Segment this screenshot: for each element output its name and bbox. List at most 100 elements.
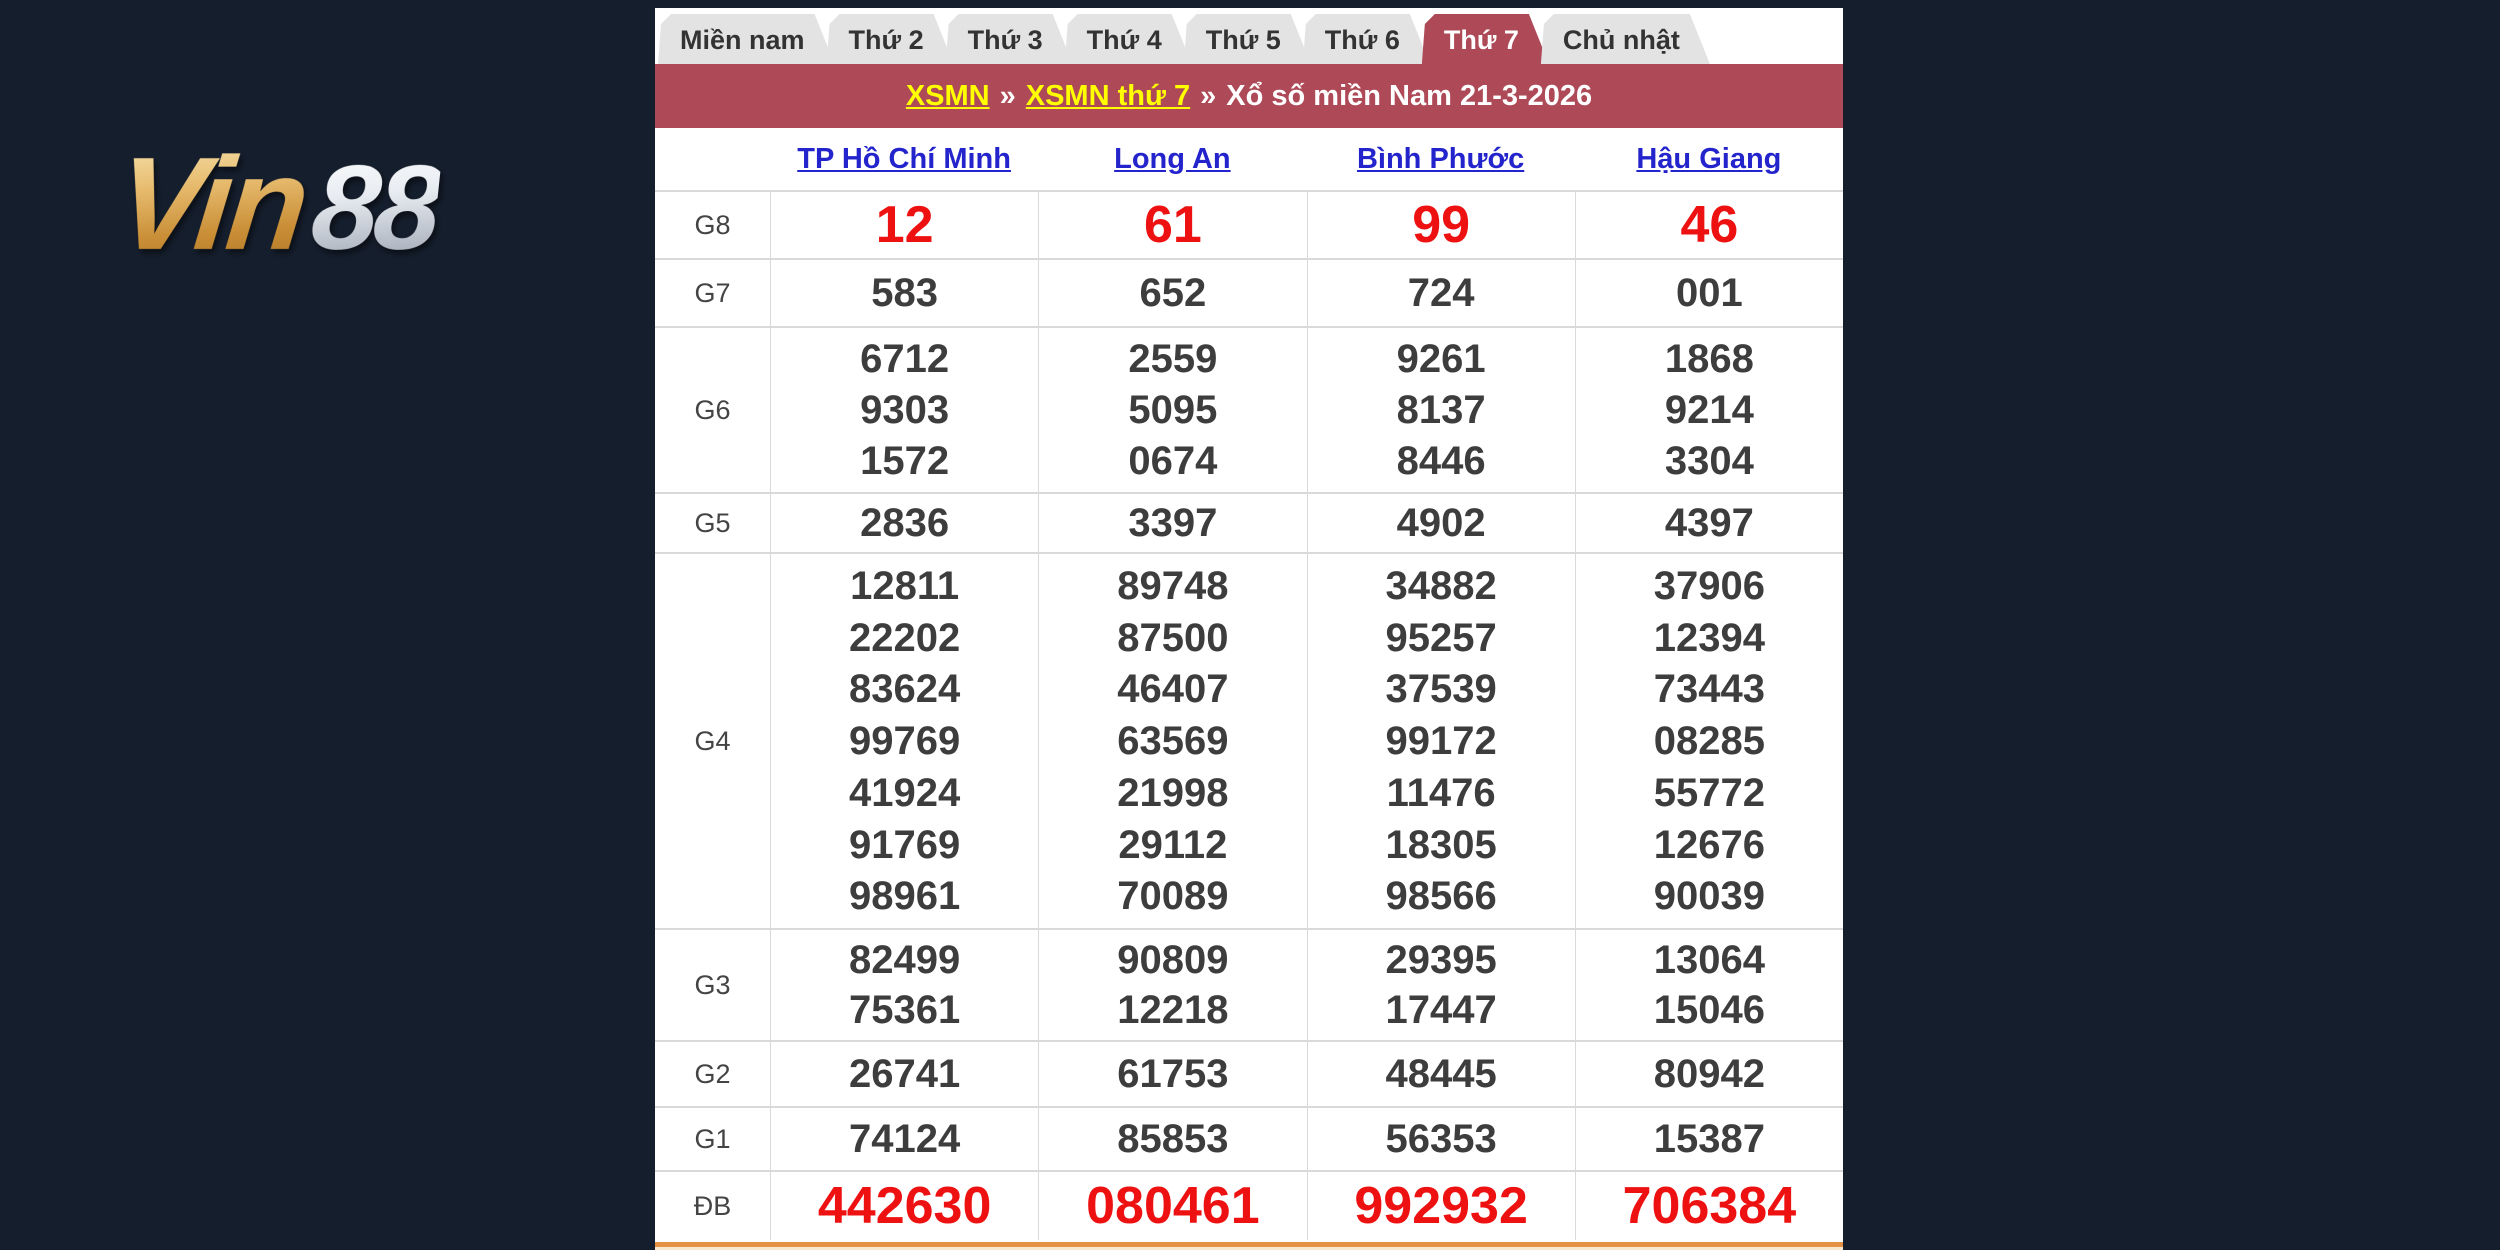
prize-number: 91769 <box>849 822 961 867</box>
province-link-tp-hồ-chí-minh[interactable]: TP Hồ Chí Minh <box>797 142 1011 175</box>
prize-number: 992932 <box>1354 1177 1528 1235</box>
prize-number: 22202 <box>849 615 961 660</box>
prize-number: 61 <box>1143 196 1202 254</box>
tab-miền-nam[interactable]: Miền nam <box>658 14 835 64</box>
prize-number: 1868 <box>1664 337 1754 381</box>
prize-number: 46407 <box>1117 667 1229 712</box>
prize-values-cell: 724 <box>1306 260 1575 326</box>
prize-number: 74124 <box>849 1117 961 1161</box>
prize-values-cell: 89748 87500 46407 63569 21998 29112 70089 <box>1038 554 1306 928</box>
tab-thứ-3[interactable]: Thứ 3 <box>946 14 1073 64</box>
prize-values-cell: 90809 12218 <box>1038 930 1306 1040</box>
prize-number: 08285 <box>1653 719 1765 763</box>
prize-values-cell: 3397 <box>1038 494 1306 552</box>
prize-values-cell: 74124 <box>770 1108 1038 1170</box>
prize-label: G5 <box>694 507 731 538</box>
lottery-results-panel: Miền nam Thứ 2 Thứ 3 Thứ 4 Thứ 5 Thứ 6 Thứ 7 Ch… <box>655 8 1843 1250</box>
prize-number: 90039 <box>1653 874 1765 919</box>
column-header-cell: TP Hồ Chí Minh <box>770 143 1038 176</box>
tab-thứ-4[interactable]: Thứ 4 <box>1065 14 1192 64</box>
tab-bar: Miền nam Thứ 2 Thứ 3 Thứ 4 Thứ 5 Thứ 6 Thứ 7 Ch… <box>655 8 1843 64</box>
province-link-long-an[interactable]: Long An <box>1114 142 1231 175</box>
breadcrumb-current: Xổ số miền Nam 21-3-2026 <box>1226 79 1593 112</box>
prize-number: 724 <box>1407 271 1475 315</box>
prize-number: 99769 <box>849 719 961 763</box>
prize-values-cell: 4397 <box>1574 494 1843 552</box>
prize-number: 18305 <box>1385 822 1497 867</box>
prize-number: 70089 <box>1117 874 1229 919</box>
prize-number: 75361 <box>849 988 961 1032</box>
prize-number: 15387 <box>1653 1117 1765 1161</box>
prize-values-cell: 4902 <box>1306 494 1575 552</box>
prize-number: 73443 <box>1653 667 1765 712</box>
prize-number: 87500 <box>1117 615 1229 660</box>
prize-row-g2: G2 26741 61753 48445 80942 <box>655 1042 1843 1108</box>
prize-values-cell: 34882 95257 37539 99172 11476 18305 98566 <box>1306 554 1575 928</box>
prize-values-cell: 85853 <box>1038 1108 1306 1170</box>
prize-number: 15046 <box>1653 988 1765 1032</box>
breadcrumb-link-xsmn[interactable]: XSMN <box>905 79 990 112</box>
prize-number: 1572 <box>860 439 950 483</box>
prize-number: 706384 <box>1622 1177 1797 1235</box>
logo-text-silver: 88 <box>305 141 444 275</box>
prize-number: 98566 <box>1385 874 1497 919</box>
prize-values-cell: 080461 <box>1038 1172 1306 1240</box>
tab-thứ-6[interactable]: Thứ 6 <box>1303 14 1430 64</box>
prize-label: ĐB <box>693 1190 732 1221</box>
prize-row-g3: G3 82499 75361 90809 12218 29395 17447 13064 150… <box>655 930 1843 1042</box>
prize-values-cell: 583 <box>770 260 1038 326</box>
results-table-body: G8 12 61 99 46 G7 583 652 724 001 G6 6712 9303 1572 25… <box>655 192 1843 1240</box>
prize-values-cell: 15387 <box>1574 1108 1843 1170</box>
breadcrumb-link-xsmn-thu7[interactable]: XSMN thứ 7 <box>1025 79 1191 112</box>
prize-number: 29112 <box>1118 822 1228 867</box>
prize-values-cell: 2836 <box>770 494 1038 552</box>
prize-values-cell: 706384 <box>1574 1172 1843 1240</box>
prize-number: 3304 <box>1664 439 1754 483</box>
tab-thứ-7[interactable]: Thứ 7 <box>1422 14 1549 64</box>
prize-values-cell: 48445 <box>1306 1042 1575 1106</box>
prize-values-cell: 61 <box>1038 192 1306 258</box>
prize-number: 12 <box>875 196 934 254</box>
prize-number: 583 <box>871 271 938 315</box>
prize-number: 001 <box>1676 271 1743 315</box>
prize-row-g1: G1 74124 85853 56353 15387 <box>655 1108 1843 1172</box>
prize-label: G6 <box>694 394 731 425</box>
prize-values-cell: 9261 8137 8446 <box>1306 328 1575 492</box>
prize-values-cell: 99 <box>1306 192 1575 258</box>
province-link-bình-phước[interactable]: Bình Phước <box>1356 142 1525 175</box>
prize-label: G7 <box>694 277 731 308</box>
prize-values-cell: 26741 <box>770 1042 1038 1106</box>
breadcrumb-separator: » <box>1200 79 1217 112</box>
prize-number: 12676 <box>1653 822 1765 867</box>
prize-number: 2836 <box>860 501 950 545</box>
prize-row-đb: ĐB 442630 080461 992932 706384 <box>655 1172 1843 1240</box>
prize-number: 89748 <box>1117 563 1229 608</box>
prize-number: 85853 <box>1117 1117 1229 1161</box>
prize-values-cell: 37906 12394 73443 08285 55772 12676 90039 <box>1574 554 1843 928</box>
prize-number: 82499 <box>849 938 961 982</box>
prize-values-cell: 001 <box>1574 260 1843 326</box>
prize-number: 6712 <box>860 337 950 381</box>
prize-number: 8137 <box>1396 388 1486 432</box>
prize-values-cell: 992932 <box>1306 1172 1575 1240</box>
prize-label: G4 <box>694 725 731 756</box>
prize-number: 652 <box>1139 271 1207 315</box>
prize-number: 0674 <box>1128 439 1218 483</box>
prize-number: 37539 <box>1385 667 1497 712</box>
prize-label: G1 <box>694 1123 731 1154</box>
prize-row-g4: G4 12811 22202 83624 99769 41924 91769 98961 897… <box>655 554 1843 930</box>
prize-number: 12218 <box>1117 988 1229 1032</box>
tab-thứ-5[interactable]: Thứ 5 <box>1184 14 1311 64</box>
prize-values-cell: 6712 9303 1572 <box>770 328 1038 492</box>
tab-chủ-nhật[interactable]: Chủ nhật <box>1541 14 1710 64</box>
prize-number: 90809 <box>1117 938 1229 982</box>
prize-number: 80942 <box>1653 1052 1765 1096</box>
prize-number: 99 <box>1412 196 1471 254</box>
tab-thứ-2[interactable]: Thứ 2 <box>827 14 954 64</box>
prize-number: 46 <box>1680 196 1739 254</box>
prize-number: 13064 <box>1653 938 1765 982</box>
prize-label: G3 <box>694 969 731 1000</box>
prize-values-cell: 29395 17447 <box>1306 930 1575 1040</box>
province-link-hậu-giang[interactable]: Hậu Giang <box>1636 142 1782 175</box>
prize-number: 55772 <box>1653 770 1765 815</box>
